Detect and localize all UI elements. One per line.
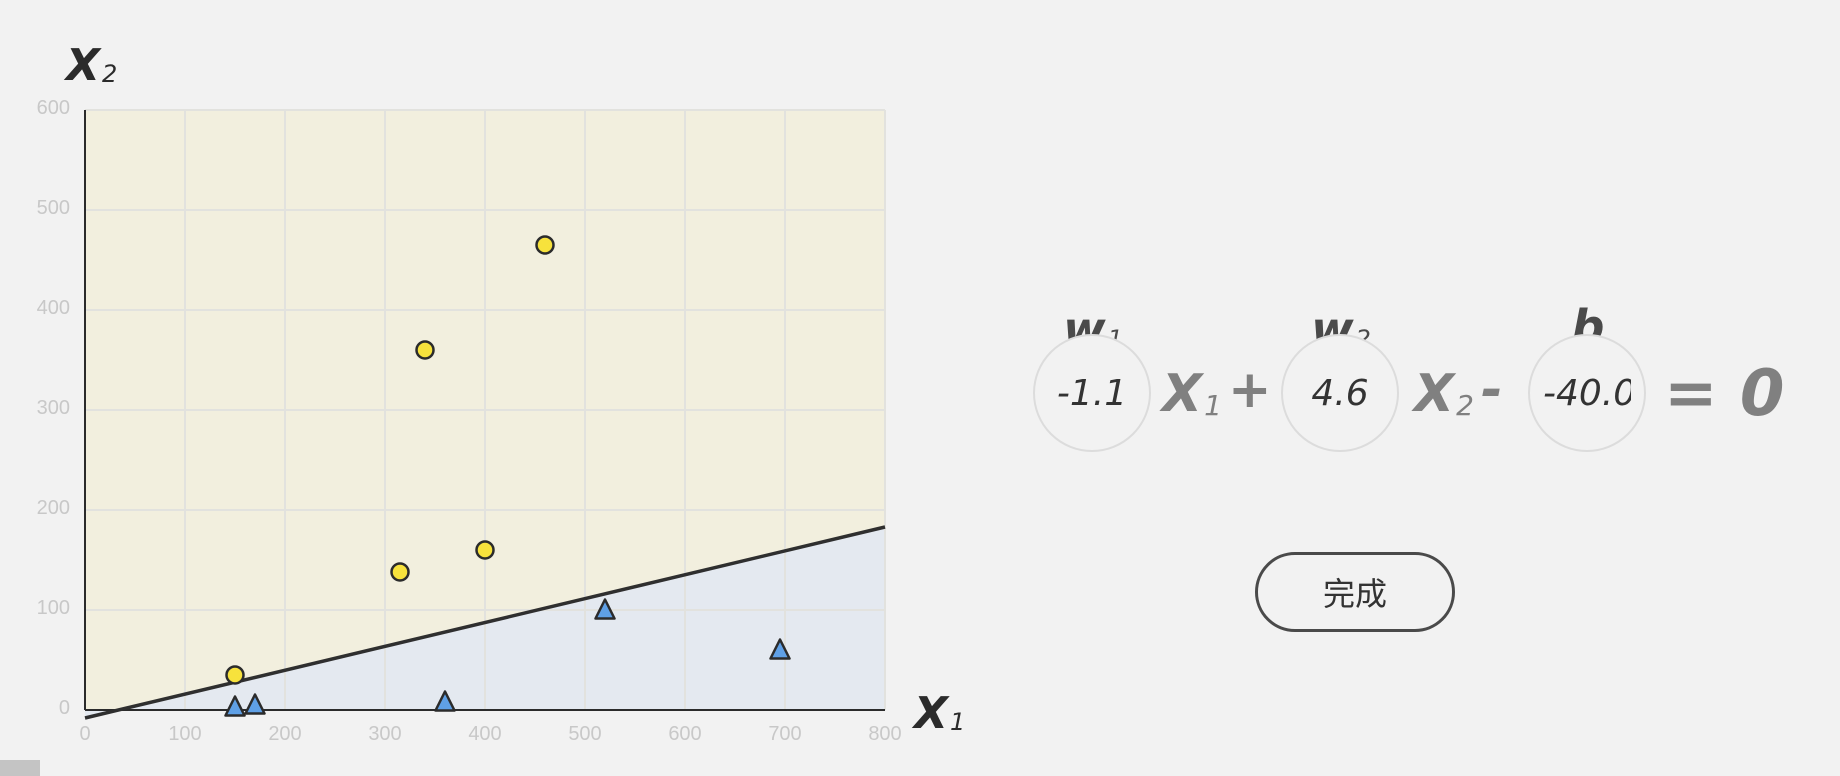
- x2-term: X2: [1414, 364, 1474, 424]
- circle-point[interactable]: [535, 235, 555, 255]
- circle-point[interactable]: [415, 340, 435, 360]
- y-tick-label: 200: [36, 497, 70, 519]
- x-tick-label: 100: [168, 723, 202, 745]
- triangle-point[interactable]: [594, 598, 616, 620]
- triangle-point[interactable]: [244, 693, 266, 715]
- circle-point[interactable]: [390, 562, 410, 582]
- x-tick-label: 0: [79, 723, 91, 745]
- x-tick-label: 500: [568, 723, 602, 745]
- x-axis-title: X1: [914, 688, 966, 739]
- y-tick-label: 400: [36, 297, 70, 319]
- y-axis-title: X2: [66, 40, 118, 91]
- b-input[interactable]: [1543, 372, 1631, 414]
- equals-zero: = 0: [1664, 357, 1785, 431]
- w1-input-circle[interactable]: [1033, 334, 1151, 452]
- w2-input-circle[interactable]: [1281, 334, 1399, 452]
- x-tick-label: 200: [268, 723, 302, 745]
- y-tick-label: 0: [58, 697, 70, 719]
- x-tick-label: 400: [468, 723, 502, 745]
- y-tick-label: 500: [36, 197, 70, 219]
- triangle-point[interactable]: [769, 638, 791, 660]
- w1-input[interactable]: [1048, 372, 1136, 414]
- done-button[interactable]: 完成: [1255, 552, 1455, 632]
- corner-indicator: [0, 760, 40, 776]
- plus-sign: +: [1228, 360, 1272, 420]
- triangle-point[interactable]: [224, 695, 246, 717]
- x-tick-label: 800: [868, 723, 902, 745]
- b-input-circle[interactable]: [1528, 334, 1646, 452]
- scatter-plot[interactable]: [0, 0, 1000, 776]
- minus-sign: -: [1481, 360, 1503, 420]
- x1-term: X1: [1162, 364, 1222, 424]
- x-tick-label: 700: [768, 723, 802, 745]
- y-tick-label: 600: [36, 97, 70, 119]
- x-tick-label: 600: [668, 723, 702, 745]
- circle-point[interactable]: [475, 540, 495, 560]
- w2-input[interactable]: [1296, 372, 1384, 414]
- triangle-point[interactable]: [434, 690, 456, 712]
- circle-point[interactable]: [225, 665, 245, 685]
- y-tick-label: 100: [36, 597, 70, 619]
- x-tick-label: 300: [368, 723, 402, 745]
- decision-boundary-line[interactable]: [84, 525, 886, 720]
- y-tick-label: 300: [36, 397, 70, 419]
